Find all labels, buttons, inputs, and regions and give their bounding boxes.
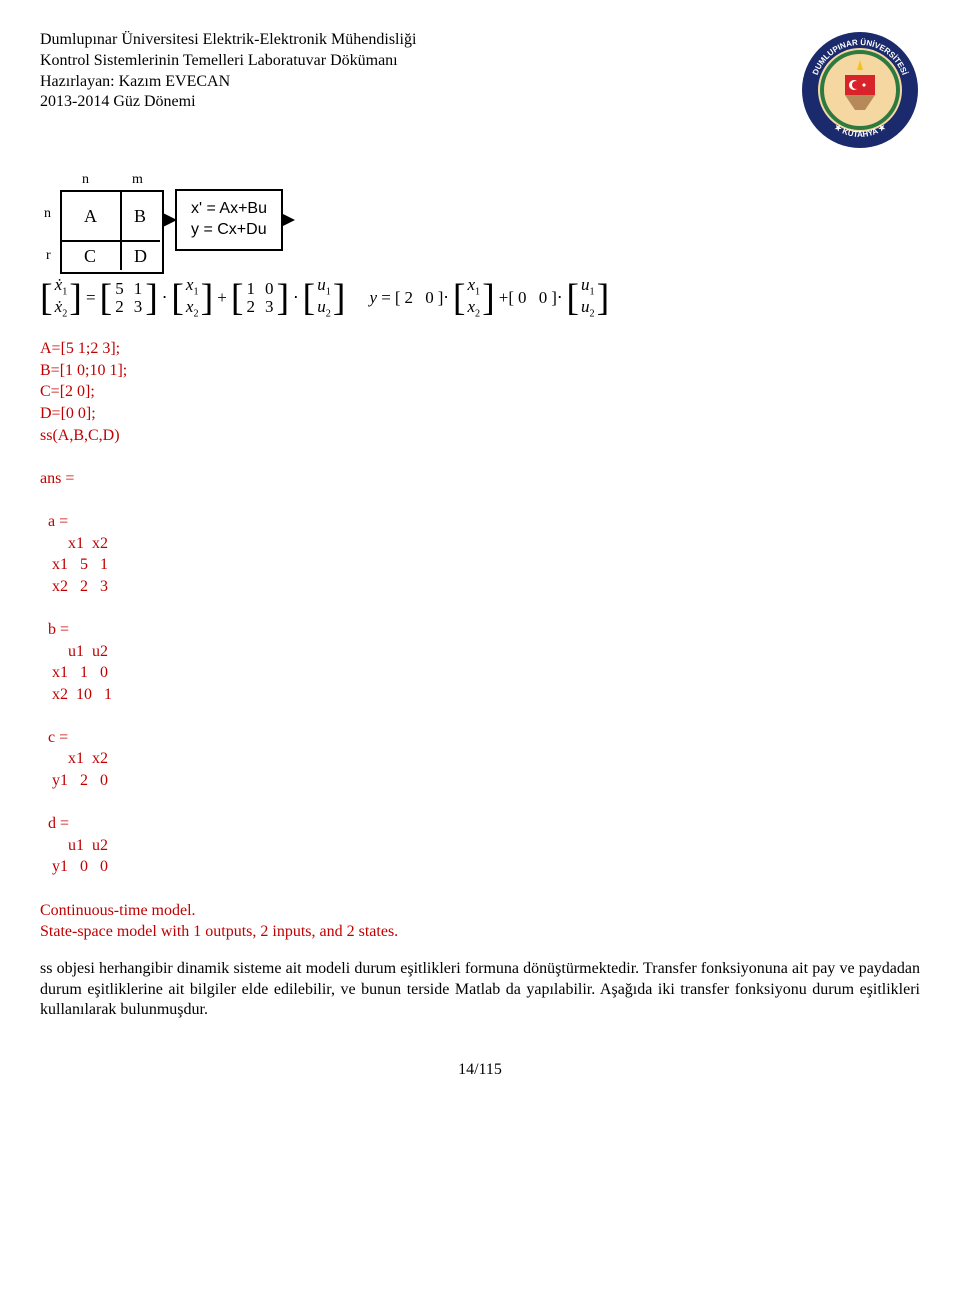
state-space-diagram-row: n m n r A B C D x' = Ax+Bu y = Cx+Du xyxy=(40,170,920,270)
university-logo: DUMLUPINAR ÜNİVERSİTESİ ★ KÜTAHYA ★ xyxy=(800,30,920,150)
label-m-top: m xyxy=(132,172,143,188)
page-header: Dumlupınar Üniversitesi Elektrik-Elektro… xyxy=(40,30,920,150)
explanation-paragraph: ss objesi herhangibir dinamik sisteme ai… xyxy=(40,959,920,1021)
state-space-equation-box: x' = Ax+Bu y = Cx+Du xyxy=(175,189,283,251)
header-text: Dumlupınar Üniversitesi Elektrik-Elektro… xyxy=(40,30,416,113)
eq-box-line1: x' = Ax+Bu xyxy=(191,199,267,220)
label-n-left: n xyxy=(44,206,51,222)
D12: 0 xyxy=(539,288,548,308)
header-line-4: 2013-2014 Güz Dönemi xyxy=(40,92,416,113)
label-n-top: n xyxy=(82,172,89,188)
label-D: D xyxy=(134,246,147,267)
B22: 3 xyxy=(265,298,274,316)
C11: 2 xyxy=(405,288,414,308)
label-C: C xyxy=(84,246,96,267)
A22: 3 xyxy=(134,298,143,316)
A21: 2 xyxy=(115,298,124,316)
A11: 5 xyxy=(115,280,124,298)
label-r-left: r xyxy=(46,248,51,264)
B11: 1 xyxy=(246,280,255,298)
D11: 0 xyxy=(518,288,527,308)
C12: 0 xyxy=(425,288,434,308)
label-B: B xyxy=(134,206,146,227)
A12: 1 xyxy=(134,280,143,298)
header-line-2: Kontrol Sistemlerinin Temelleri Laboratu… xyxy=(40,51,416,72)
header-line-3: Hazırlayan: Kazım EVECAN xyxy=(40,72,416,93)
page-number: 14/115 xyxy=(40,1061,920,1079)
header-line-1: Dumlupınar Üniversitesi Elektrik-Elektro… xyxy=(40,30,416,51)
abcd-block-diagram: n m n r A B C D xyxy=(40,170,160,270)
B21: 2 xyxy=(246,298,255,316)
eq-box-line2: y = Cx+Du xyxy=(191,220,267,241)
state-equation: [ ẋ1ẋ2 ] = [ 51 23 ] ⋅ [ x1x2 ] + [ 10 2… xyxy=(40,276,920,320)
matlab-code-output: A=[5 1;2 3]; B=[1 0;10 1]; C=[2 0]; D=[0… xyxy=(40,338,920,943)
label-A: A xyxy=(84,206,97,227)
B12: 0 xyxy=(265,280,274,298)
